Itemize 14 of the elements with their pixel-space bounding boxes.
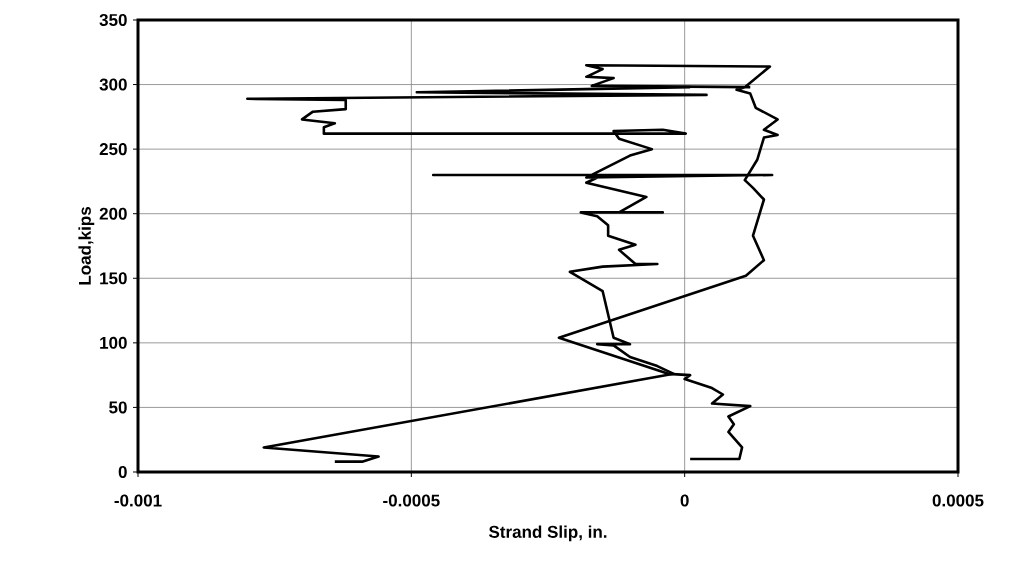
y-axis-title: Load,kips	[78, 207, 95, 285]
y-tick-label: 100	[100, 336, 127, 349]
y-tick-label: 250	[99, 143, 127, 156]
x-tick-label: 0	[680, 494, 689, 507]
y-tick-label: 200	[99, 207, 127, 220]
y-tick-label: 350	[99, 13, 127, 27]
x-tick-label: -0.001	[114, 494, 162, 507]
y-tick-label: 0	[118, 465, 127, 479]
x-tick-label: 0.0005	[932, 494, 984, 507]
y-tick-label: 300	[99, 78, 127, 91]
x-axis-title: Strand Slip, in.	[488, 525, 607, 542]
y-tick-label: 50	[109, 401, 127, 414]
y-tick-label: 150	[100, 272, 127, 285]
x-tick-label: -0.0005	[383, 494, 440, 507]
